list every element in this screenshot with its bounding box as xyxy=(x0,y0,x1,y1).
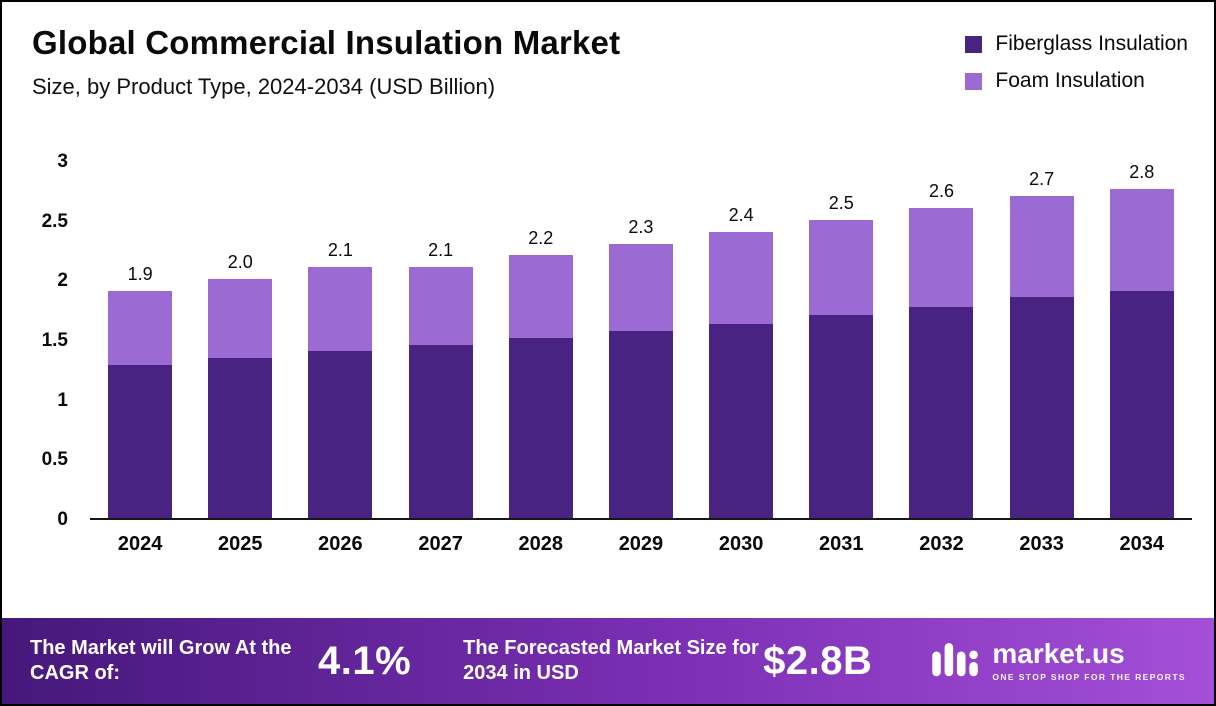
bar-segment-foam xyxy=(608,243,673,331)
x-axis-label: 2029 xyxy=(618,533,664,555)
bar-column: 2.8 xyxy=(1109,162,1174,518)
bar-total-label: 2.3 xyxy=(628,216,654,237)
bar-total-label: 2.0 xyxy=(227,252,253,273)
legend-item-foam: Foam Insulation xyxy=(965,69,1188,93)
bar-total-label: 2.8 xyxy=(1129,162,1155,182)
legend-swatch xyxy=(965,72,983,90)
brand-name: market.us xyxy=(992,638,1125,669)
cagr-value: 4.1% xyxy=(318,638,412,683)
legend-item-fiberglass: Fiberglass Insulation xyxy=(965,32,1188,56)
bar-segment-foam xyxy=(709,231,774,324)
bar-segment-foam xyxy=(809,219,874,316)
forecast-label: The Forecasted Market Size for 2034 in U… xyxy=(463,637,759,684)
bar-segment-foam xyxy=(308,267,373,351)
y-tick-label: 0.5 xyxy=(41,449,68,471)
bar-segment-fiberglass xyxy=(108,365,173,518)
bar-column: 2.2 xyxy=(508,162,573,518)
header-text: Global Commercial Insulation Market Size… xyxy=(32,24,620,100)
legend-label: Fiberglass Insulation xyxy=(995,32,1188,55)
x-axis-label: 2033 xyxy=(1019,533,1064,555)
brand-tagline: ONE STOP SHOP FOR THE REPORTS xyxy=(992,672,1186,682)
x-axis-label: 2030 xyxy=(718,533,764,555)
bar-segment-foam xyxy=(208,279,273,359)
bar-segment-foam xyxy=(108,291,173,366)
bar-segment-foam xyxy=(408,267,473,345)
y-tick-label: 1.5 xyxy=(41,330,68,351)
y-axis: 0 0.5 1 1.5 2 2.5 3 xyxy=(8,152,90,530)
bar-segment-foam xyxy=(1009,195,1074,298)
bar-segment-fiberglass xyxy=(608,330,673,518)
bar-column: 2.5 xyxy=(809,162,874,518)
header: Global Commercial Insulation Market Size… xyxy=(2,2,1214,106)
x-axis-label: 2028 xyxy=(518,533,564,555)
footer-banner: The Market will Grow At the CAGR of: 4.1… xyxy=(2,618,1214,704)
bar-total-label: 2.7 xyxy=(1029,168,1055,189)
y-tick-label: 1 xyxy=(57,389,68,411)
brand-text: market.us ONE STOP SHOP FOR THE REPORTS xyxy=(992,638,1186,683)
bar-column: 2.7 xyxy=(1009,162,1074,518)
bar-total-label: 2.1 xyxy=(327,240,353,261)
bar-column: 1.9 xyxy=(108,162,173,518)
bar-total-label: 2.1 xyxy=(428,240,454,261)
chart-legend: Fiberglass Insulation Foam Insulation xyxy=(965,24,1188,106)
bar-segment-fiberglass xyxy=(408,344,473,518)
y-tick-label: 0 xyxy=(57,509,68,530)
x-axis-label: 2027 xyxy=(418,533,463,555)
bar-column: 2.1 xyxy=(408,162,473,518)
y-tick-label: 2 xyxy=(57,270,68,292)
x-axis-label: 2032 xyxy=(919,533,964,555)
bar-total-label: 2.2 xyxy=(528,228,554,249)
y-tick-label: 2.5 xyxy=(41,210,68,232)
bar-segment-fiberglass xyxy=(308,350,373,518)
legend-label: Foam Insulation xyxy=(995,69,1145,92)
bar-column: 2.3 xyxy=(608,162,673,518)
x-axis-label: 2031 xyxy=(819,533,864,555)
bar-segment-fiberglass xyxy=(709,323,774,518)
bar-segment-foam xyxy=(508,255,573,338)
bar-total-label: 2.4 xyxy=(728,204,754,225)
bar-column: 2.0 xyxy=(208,162,273,518)
marketus-logo: market.us ONE STOP SHOP FOR THE REPORTS xyxy=(932,640,1186,682)
bar-segment-fiberglass xyxy=(1109,291,1174,518)
chart-area: 0 0.5 1 1.5 2 2.5 3 1.9 2.0 2.1 2.1 2.2 2.3 2.4 2.5 2.… xyxy=(8,152,1192,530)
x-axis-label: 2034 xyxy=(1119,533,1165,555)
bar-segment-fiberglass xyxy=(809,315,874,518)
marketus-logo-icon xyxy=(932,642,980,680)
legend-swatch xyxy=(965,35,983,53)
page-subtitle: Size, by Product Type, 2024-2034 (USD Bi… xyxy=(32,74,496,99)
bar-segment-fiberglass xyxy=(909,306,974,518)
bar-segment-foam xyxy=(909,207,974,307)
plot-area: 1.9 2.0 2.1 2.1 2.2 2.3 2.4 2.5 2.6 2.7 2.8 xyxy=(90,162,1192,520)
x-axis-labels: 2024 2025 2026 2027 2028 2029 2030 2031 2032 2033… xyxy=(90,533,1192,556)
bar-total-label: 2.5 xyxy=(828,192,854,213)
bar-total-label: 1.9 xyxy=(127,264,153,285)
x-axis-label: 2025 xyxy=(218,533,263,555)
cagr-label: The Market will Grow At the CAGR of: xyxy=(30,637,292,684)
bar-segment-foam xyxy=(1109,189,1174,292)
page-title: Global Commercial Insulation Market xyxy=(32,24,621,61)
bar-total-label: 2.6 xyxy=(928,180,954,201)
y-tick-label: 3 xyxy=(57,151,68,172)
bar-segment-fiberglass xyxy=(208,358,273,518)
bar-column: 2.1 xyxy=(308,162,373,518)
x-axis-label: 2024 xyxy=(117,533,163,555)
bar-segment-fiberglass xyxy=(508,337,573,518)
x-axis-label: 2026 xyxy=(318,533,363,555)
forecast-value: $2.8B xyxy=(763,638,873,683)
bar-column: 2.4 xyxy=(709,162,774,518)
bar-column: 2.6 xyxy=(909,162,974,518)
bar-segment-fiberglass xyxy=(1009,297,1074,518)
